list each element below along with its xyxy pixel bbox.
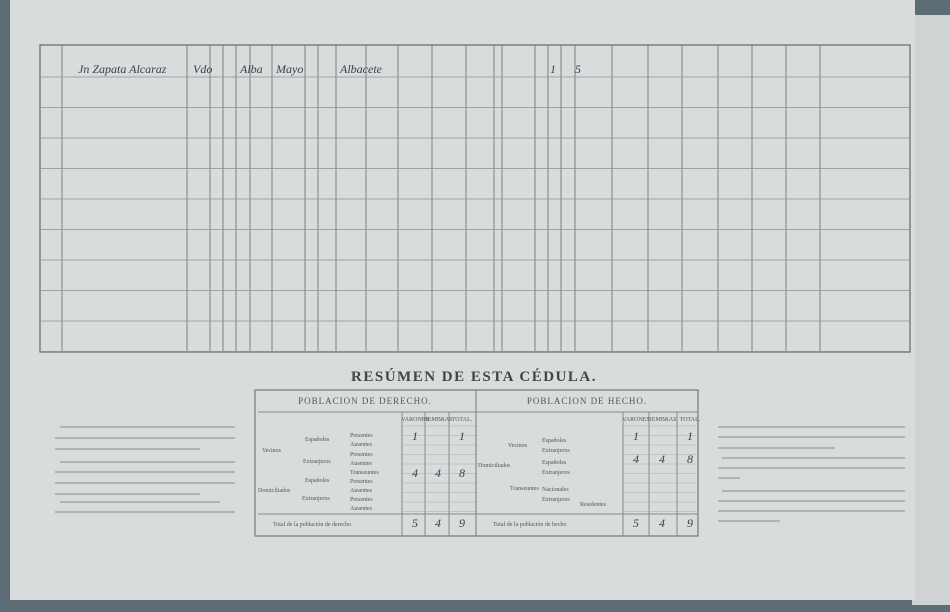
heading: POBLACION DE DERECHO. [298,396,432,406]
row-label: Presentes [350,452,373,458]
column-header: VARONES [401,417,429,423]
count: 4 [412,466,418,480]
summary-title: RESÚMEN DE ESTA CÉDULA. [351,368,597,385]
count: 8 [459,466,465,480]
count: 8 [687,452,693,466]
row-label: Extranjeros [542,448,570,454]
entry: Vdo [193,62,212,76]
row-label: Extranjeros [542,497,570,503]
total-count: 4 [435,516,441,530]
total-count: 9 [459,516,465,530]
ledger-grid: Jn Zapata Alcaraz Vdo Alba Mayo Albacete 1 5 [39,44,911,353]
row-label: Extranjeros [542,470,570,476]
count: 1 [633,429,639,443]
row-label: Españoles [305,478,330,484]
summary: RESÚMEN DE ESTA CÉDULA. POBLACION DE DER… [254,368,701,537]
count: 4 [633,452,639,466]
heading: POBLACION DE HECHO. [527,396,647,406]
row-label: Transeuntes [350,470,379,476]
row-label: Extranjeros [303,459,331,465]
column-header: VARONES [622,417,650,423]
entry: 1 [550,62,556,76]
total-count: 5 [633,516,639,530]
entry: Jn Zapata Alcaraz [78,62,167,76]
total-label: Total de la población de derecho [273,522,351,528]
total-count: 4 [659,516,665,530]
entry: 5 [575,62,581,76]
count: 1 [687,429,693,443]
entry: Mayo [275,62,303,76]
row-label: Ausentes [350,461,373,467]
row-label: Nacionales [542,487,569,493]
entry: Albacete [339,62,383,76]
row-label: Residentes [580,502,607,508]
row-label: Vecinos [508,443,528,449]
row-label: Extranjeros [302,496,330,502]
sheet [10,0,915,600]
next-sheet [912,15,950,605]
row-label: Ausentes [350,506,373,512]
row-label: Domiciliados [478,463,511,469]
total-count: 9 [687,516,693,530]
total-label: Total de la población de hecho [493,522,566,528]
column-header: HEMBRAS [423,417,452,423]
row-label: Transeuntes [510,486,539,492]
row-label: Domiciliados [258,488,291,494]
row-label: Vecinos [262,448,282,454]
count: 1 [459,429,465,443]
row-label: Ausentes [350,488,373,494]
row-label: Españoles [542,460,567,466]
count: 4 [435,466,441,480]
count: 4 [659,452,665,466]
count: 1 [412,429,418,443]
row-label: Españoles [542,438,567,444]
column-header: TOTAL. [452,417,473,423]
column-header: TOTAL. [680,417,701,423]
row-label: Españoles [305,437,330,443]
notes [55,426,905,522]
column-header: HEMBRAS [647,417,676,423]
total-count: 5 [412,516,418,530]
row-label: Presentes [350,433,373,439]
row-label: Presentes [350,479,373,485]
row-label: Ausentes [350,442,373,448]
row-label: Presentes [350,497,373,503]
entry: Alba [239,62,263,76]
ledger-frame [39,44,911,353]
